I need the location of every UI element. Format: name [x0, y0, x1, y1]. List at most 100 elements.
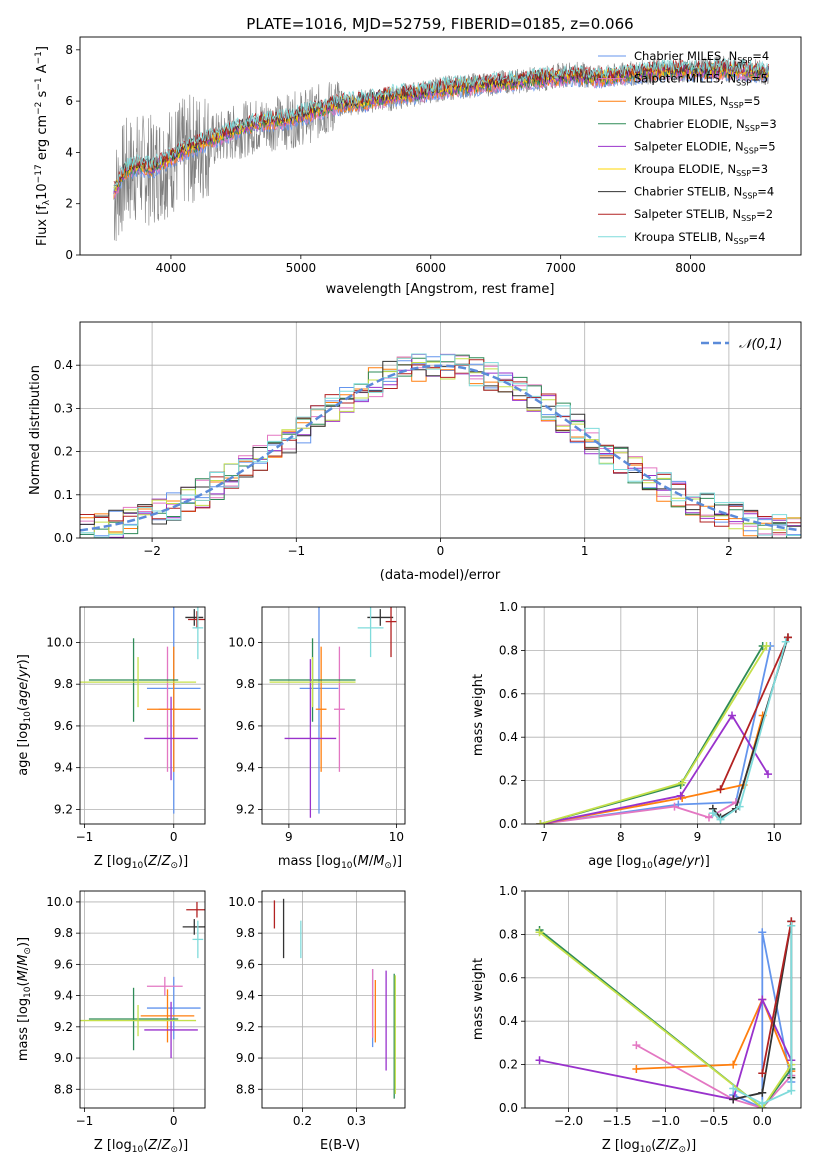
- tick-label-y: 1.0: [499, 884, 518, 898]
- tick-label-x: 10: [767, 830, 782, 844]
- legend-label: Kroupa ELODIE, NSSP=3: [634, 162, 768, 178]
- age-vs-metallicity-panel: −1 0 9.2 9.4 9.6 9.8 10.0 Z [log10(Z/Z⊙)] age …: [16, 606, 206, 871]
- tick-label-y: 0.2: [499, 774, 518, 788]
- axes-frame: [79, 606, 206, 825]
- weight-line: [540, 645, 772, 824]
- tick-label-y: 0.2: [54, 445, 73, 459]
- weight-marker: [735, 802, 744, 811]
- tick-label-x: 0: [170, 1114, 178, 1128]
- plot-area: [273, 898, 396, 1099]
- tick-label-y: 0.4: [54, 358, 73, 372]
- weight-z-ylabel: mass weight: [471, 958, 486, 1040]
- tick-label-x: 1: [581, 544, 589, 558]
- weight-marker: [535, 1056, 544, 1065]
- weight-marker: [762, 642, 771, 651]
- legend-label: Chabrier MILES, NSSP=4: [634, 49, 769, 65]
- histogram-step: [80, 359, 801, 534]
- tick-label-y: 9.8: [236, 926, 255, 940]
- gaussian-curve: [80, 364, 801, 532]
- tick-label-x: 8000: [675, 261, 706, 275]
- weight-marker: [632, 1041, 641, 1050]
- tick-label-x: 0.3: [347, 1114, 366, 1128]
- tick-label-y: 4: [65, 145, 73, 159]
- tick-label-y: 9.8: [54, 926, 73, 940]
- weight-marker: [729, 1095, 738, 1104]
- tick-label-y: 9.4: [236, 989, 255, 1003]
- tick-label-x: −0.5: [699, 1114, 728, 1128]
- axes-frame: [79, 321, 802, 539]
- legend-label: Kroupa MILES, NSSP=5: [634, 94, 760, 110]
- tick-label-y: 9.2: [236, 802, 255, 816]
- age-z-ylabel: age [log10(age/yr)]: [16, 654, 33, 776]
- axes-frame: [261, 890, 406, 1109]
- tick-label-y: 9.4: [54, 989, 73, 1003]
- weight-line: [732, 925, 793, 1105]
- weight-marker: [728, 711, 736, 720]
- plot-area: [536, 633, 792, 824]
- tick-label-y: 0.8: [499, 927, 518, 941]
- weight-marker: [787, 1086, 796, 1095]
- tick-label-y: 10.0: [46, 895, 73, 909]
- weight-marker: [729, 1084, 738, 1093]
- tick-label-y: 0.1: [54, 488, 73, 502]
- model-spectrum-line: [113, 57, 769, 191]
- age-mass-xlabel: mass [log10(M/M⊙)]: [278, 854, 402, 871]
- residual-xlabel: (data-model)/error: [380, 568, 501, 583]
- tick-label-y: 0: [65, 248, 73, 262]
- weight-marker: [781, 637, 790, 646]
- histogram-step: [80, 353, 801, 538]
- weight-line: [636, 997, 793, 1072]
- tick-label-y: 9.4: [54, 761, 73, 775]
- tick-label-y: 0.4: [499, 1014, 518, 1028]
- tick-label-y: 0.6: [499, 687, 518, 701]
- tick-label-x: 10: [389, 830, 404, 844]
- tick-label-x: 9: [694, 830, 702, 844]
- weight-marker: [632, 1064, 641, 1073]
- tick-label-x: 4000: [156, 261, 187, 275]
- tick-label-x: 0: [170, 830, 178, 844]
- weight-marker: [708, 809, 717, 818]
- tick-label-y: 9.6: [236, 957, 255, 971]
- weight-vs-metallicity-panel: −2.0 −1.5 −1.0 −0.5 0.0 0.0 0.2 0.4 0.6 0.8 1.0 Z …: [471, 884, 802, 1155]
- weight-line: [539, 996, 793, 1101]
- legend-label: Chabrier ELODIE, NSSP=3: [634, 117, 777, 133]
- spectrum-panel: PLATE=1016, MJD=52759, FIBERID=0185, z=0…: [34, 15, 802, 297]
- weight-marker: [758, 1088, 767, 1097]
- tick-label-y: 10.0: [228, 895, 255, 909]
- weight-marker: [676, 791, 685, 800]
- tick-label-x: 8: [617, 830, 625, 844]
- weight-age-xlabel: age [log10(age/yr)]: [588, 854, 710, 871]
- tick-label-y: 6: [65, 94, 73, 108]
- spectrum-ylabel: Flux [fλ10−17 erg cm−2 s−1 A−1]: [34, 46, 52, 246]
- residual-ylabel: Normed distribution: [28, 365, 43, 495]
- tick-label-x: 6000: [415, 261, 446, 275]
- tick-label-y: 9.4: [236, 761, 255, 775]
- legend-label: 𝒩(0,1): [739, 337, 782, 352]
- weight-line: [712, 641, 787, 821]
- tick-label-x: 0.0: [753, 1114, 772, 1128]
- tick-label-y: 8: [65, 43, 73, 57]
- tick-label-y: 9.6: [54, 719, 73, 733]
- mass-ebv-xlabel: E(B-V): [320, 1138, 360, 1153]
- tick-label-x: −1: [76, 1114, 94, 1128]
- weight-marker: [670, 802, 679, 811]
- legend-label: Chabrier STELIB, NSSP=4: [634, 185, 774, 201]
- tick-label-y: 8.8: [54, 1082, 73, 1096]
- tick-label-x: 0.2: [293, 1114, 312, 1128]
- weight-marker: [716, 785, 725, 794]
- weight-marker: [787, 921, 796, 930]
- weight-marker: [758, 1099, 767, 1108]
- tick-label-y: 9.6: [236, 719, 255, 733]
- tick-label-x: 0: [437, 544, 445, 558]
- tick-label-y: 9.8: [54, 677, 73, 691]
- tick-label-y: 8.8: [236, 1082, 255, 1096]
- plot-area: [269, 607, 397, 818]
- age-z-xlabel: Z [log10(Z/Z⊙)]: [94, 854, 188, 871]
- weight-line: [761, 921, 793, 1074]
- mass-vs-ebv-panel: 0.2 0.3 8.8 9.0 9.2 9.4 9.6 9.8 10.0 E(B-V): [228, 890, 406, 1153]
- legend-label: Salpeter STELIB, NSSP=2: [634, 207, 773, 223]
- tick-label-y: 0.2: [499, 1058, 518, 1072]
- tick-label-y: 9.8: [236, 677, 255, 691]
- tick-label-y: 2: [65, 197, 73, 211]
- legend-label: Salpeter ELODIE, NSSP=5: [634, 139, 776, 155]
